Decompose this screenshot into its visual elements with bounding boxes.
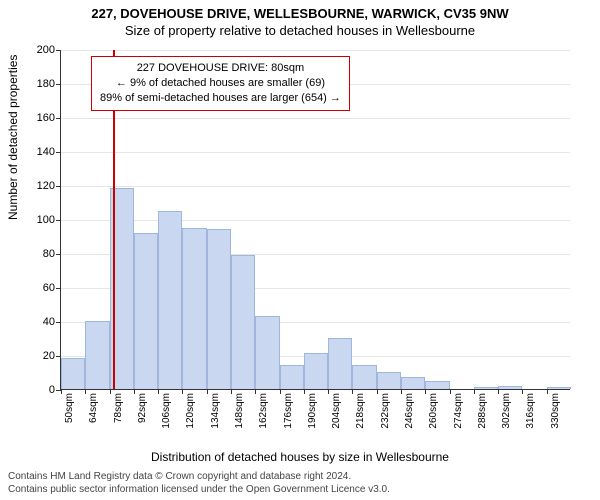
xtick-mark (352, 389, 353, 394)
annotation-line-1: 227 DOVEHOUSE DRIVE: 80sqm (100, 61, 341, 76)
xtick-label: 190sqm (307, 393, 318, 429)
xtick-label: 246sqm (404, 393, 415, 429)
ytick-mark (56, 118, 61, 119)
histogram-bar (231, 255, 255, 389)
chart-container: 227, DOVEHOUSE DRIVE, WELLESBOURNE, WARW… (0, 0, 600, 500)
ytick-label: 80 (27, 248, 55, 260)
histogram-bar (474, 387, 498, 389)
ytick-label: 120 (27, 180, 55, 192)
histogram-bar (182, 228, 206, 390)
ytick-mark (56, 356, 61, 357)
ytick-label: 0 (27, 384, 55, 396)
xtick-mark (498, 389, 499, 394)
xtick-mark (377, 389, 378, 394)
ytick-mark (56, 50, 61, 51)
xtick-label: 288sqm (477, 393, 488, 429)
xtick-label: 148sqm (234, 393, 245, 429)
xtick-label: 106sqm (161, 393, 172, 429)
xtick-label: 78sqm (113, 393, 124, 423)
x-axis-label: Distribution of detached houses by size … (0, 450, 600, 464)
ytick-label: 160 (27, 112, 55, 124)
xtick-label: 162sqm (258, 393, 269, 429)
xtick-mark (231, 389, 232, 394)
annotation-box: 227 DOVEHOUSE DRIVE: 80sqm ← 9% of detac… (91, 56, 350, 111)
ytick-mark (56, 220, 61, 221)
histogram-bar (85, 321, 109, 389)
histogram-bar (134, 233, 158, 389)
xtick-label: 274sqm (453, 393, 464, 429)
ytick-label: 140 (27, 146, 55, 158)
xtick-label: 50sqm (64, 393, 75, 423)
plot-area: 02040608010012014016018020050sqm64sqm78s… (60, 50, 570, 390)
histogram-bar (547, 387, 571, 389)
ytick-mark (56, 186, 61, 187)
xtick-label: 260sqm (428, 393, 439, 429)
chart-title-address: 227, DOVEHOUSE DRIVE, WELLESBOURNE, WARW… (0, 0, 600, 21)
ytick-label: 180 (27, 78, 55, 90)
xtick-mark (85, 389, 86, 394)
histogram-bar (328, 338, 352, 389)
xtick-mark (450, 389, 451, 394)
xtick-mark (61, 389, 62, 394)
footer-line-2: Contains public sector information licen… (8, 484, 592, 497)
xtick-label: 64sqm (88, 393, 99, 423)
histogram-bar (352, 365, 376, 389)
histogram-bar (498, 386, 522, 389)
ytick-mark (56, 288, 61, 289)
xtick-mark (328, 389, 329, 394)
footer-attribution: Contains HM Land Registry data © Crown c… (8, 471, 592, 496)
xtick-mark (425, 389, 426, 394)
histogram-bar (280, 365, 304, 389)
xtick-mark (255, 389, 256, 394)
gridline (61, 186, 570, 187)
histogram-bar (158, 211, 182, 390)
chart-subtitle: Size of property relative to detached ho… (0, 21, 600, 38)
xtick-mark (401, 389, 402, 394)
gridline (61, 118, 570, 119)
annotation-line-3: 89% of semi-detached houses are larger (… (100, 91, 341, 106)
gridline (61, 152, 570, 153)
histogram-bar (425, 381, 449, 390)
xtick-mark (522, 389, 523, 394)
ytick-label: 40 (27, 316, 55, 328)
ytick-mark (56, 254, 61, 255)
y-axis-label: Number of detached properties (6, 55, 20, 220)
ytick-label: 20 (27, 350, 55, 362)
gridline (61, 50, 570, 51)
histogram-bar (377, 372, 401, 389)
gridline (61, 220, 570, 221)
xtick-label: 218sqm (355, 393, 366, 429)
histogram-bar (61, 358, 85, 389)
histogram-bar (255, 316, 279, 389)
histogram-bar (304, 353, 328, 389)
ytick-label: 100 (27, 214, 55, 226)
annotation-line-2: ← 9% of detached houses are smaller (69) (100, 76, 341, 91)
xtick-mark (280, 389, 281, 394)
xtick-label: 204sqm (331, 393, 342, 429)
xtick-mark (182, 389, 183, 394)
xtick-mark (304, 389, 305, 394)
xtick-label: 120sqm (185, 393, 196, 429)
xtick-label: 176sqm (283, 393, 294, 429)
ytick-label: 60 (27, 282, 55, 294)
ytick-label: 200 (27, 44, 55, 56)
xtick-mark (207, 389, 208, 394)
xtick-label: 316sqm (525, 393, 536, 429)
xtick-mark (474, 389, 475, 394)
histogram-bar (401, 377, 425, 389)
xtick-mark (547, 389, 548, 394)
xtick-label: 302sqm (501, 393, 512, 429)
footer-line-1: Contains HM Land Registry data © Crown c… (8, 471, 592, 484)
histogram-bar (207, 229, 231, 389)
ytick-mark (56, 152, 61, 153)
xtick-mark (134, 389, 135, 394)
xtick-label: 330sqm (550, 393, 561, 429)
xtick-mark (110, 389, 111, 394)
xtick-label: 92sqm (137, 393, 148, 423)
ytick-mark (56, 322, 61, 323)
xtick-label: 134sqm (210, 393, 221, 429)
xtick-label: 232sqm (380, 393, 391, 429)
xtick-mark (158, 389, 159, 394)
ytick-mark (56, 84, 61, 85)
